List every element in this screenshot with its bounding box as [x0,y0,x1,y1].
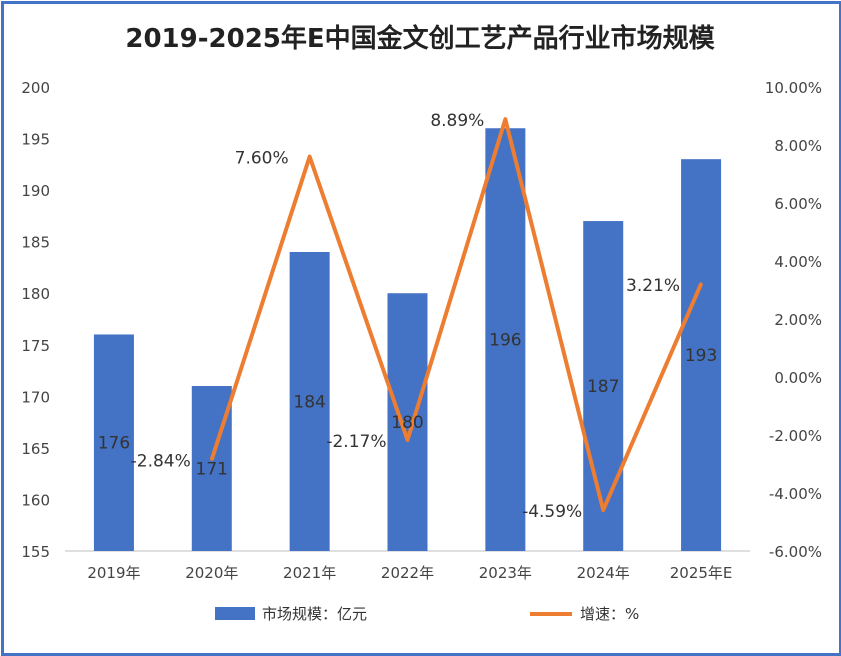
x-tick-label: 2023年 [479,564,532,582]
y-right-tick-label: -6.00% [769,543,822,561]
x-tick-label: 2024年 [577,564,630,582]
bar-data-label: 176 [98,434,130,454]
line-point [601,508,605,512]
x-tick-label: 2020年 [185,564,238,582]
legend-bar-swatch [215,607,255,620]
line-data-label: -4.59% [522,502,582,522]
y-right-tick-label: 0.00% [774,369,822,387]
y-left-tick-label: 165 [21,440,50,458]
bar [681,159,722,551]
y-left-tick-label: 175 [21,337,50,355]
bar-data-label: 193 [685,346,717,366]
line-point [699,282,703,286]
line-point [210,457,214,461]
x-tick-label: 2022年 [381,564,434,582]
y-left-tick-label: 160 [21,491,50,509]
line-point [308,155,312,159]
x-tick-label: 2021年 [283,564,336,582]
bar-data-label: 196 [489,331,521,351]
line-data-label: 8.89% [430,111,484,131]
line-data-label: 7.60% [235,149,289,169]
x-tick-label: 2025年E [670,564,733,582]
line-data-label: -2.17% [326,432,386,452]
y-left-tick-label: 180 [21,285,50,303]
y-left-tick-label: 200 [21,79,50,97]
y-right-tick-label: 2.00% [774,311,822,329]
bar [93,334,134,551]
y-right-tick-label: -2.00% [769,427,822,445]
x-tick-label: 2019年 [87,564,140,582]
y-right-tick-label: 10.00% [765,79,822,97]
y-left-tick-label: 155 [21,543,50,561]
y-right-tick-label: 4.00% [774,253,822,271]
bar-data-label: 187 [587,377,619,397]
y-left-tick-label: 195 [21,131,50,149]
bar-data-label: 180 [391,413,423,433]
y-left-tick-label: 190 [21,182,50,200]
line-data-label: 3.21% [626,276,680,296]
bar [485,128,526,551]
growth-line [209,117,703,513]
line-point [406,438,409,442]
y-left-tick-label: 185 [21,234,50,252]
y-right-tick-label: -4.00% [769,485,822,503]
legend-bar-label: 市场规模：亿元 [262,605,367,623]
bar-data-label: 171 [196,460,228,480]
bar [289,251,330,551]
bar [583,221,624,552]
line-data-label: -2.84% [131,451,191,471]
y-left-tick-label: 170 [21,388,50,406]
y-right-tick-label: 6.00% [774,195,822,213]
chart-title: 2019-2025年E中国金文创工艺产品行业市场规模 [125,23,715,54]
legend-line-label: 增速：% [580,605,639,623]
line-point [503,117,507,121]
bar [387,293,428,551]
y-right-tick-label: 8.00% [774,137,822,155]
bar-data-label: 184 [293,392,325,412]
